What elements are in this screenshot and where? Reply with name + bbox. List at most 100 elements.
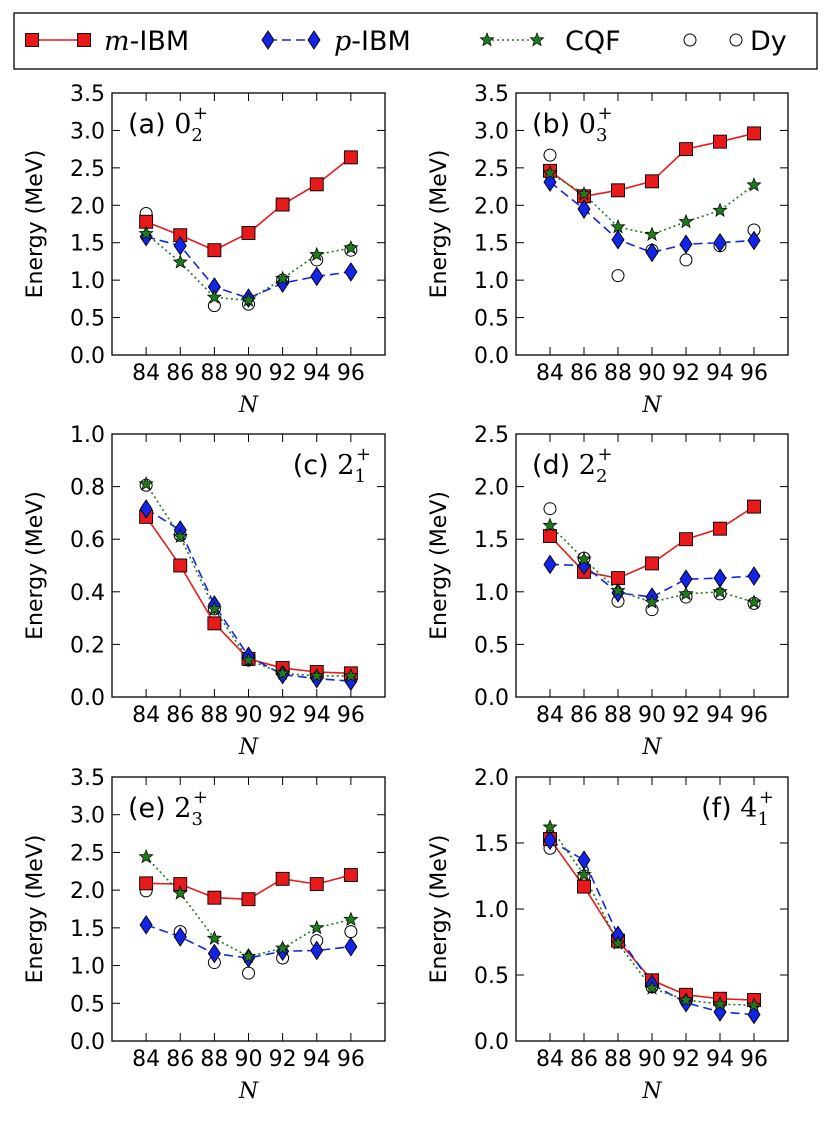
x-tick-label: 86	[166, 361, 194, 386]
x-tick-label: 86	[570, 1047, 598, 1072]
point-cqf	[309, 246, 325, 262]
point-mibm	[173, 558, 188, 573]
x-tick-label: 90	[638, 361, 666, 386]
y-tick-label: 1.5	[70, 232, 105, 257]
point-cqf	[172, 885, 188, 900]
y-tick-label: 0.2	[70, 633, 105, 658]
x-tick-label: 86	[166, 703, 194, 728]
point-cqf	[206, 600, 222, 616]
x-tick-label: 86	[166, 1047, 194, 1072]
point-cqf	[206, 930, 222, 945]
x-tick-label: 90	[638, 1047, 666, 1072]
panel-a: 0.0 0.5 1.0 1.5 2.0 2.5 3.0 3.5 84 86 88 90 92 94 96 N E…	[23, 82, 386, 418]
x-tick-label: 96	[740, 703, 768, 728]
legend-label-pibm: p-IBM	[334, 26, 411, 57]
x-axis-label: N	[641, 393, 662, 418]
x-tick-label: 94	[303, 703, 331, 728]
point-cqf	[138, 848, 154, 864]
point-cqf	[746, 177, 762, 192]
point-pibm	[747, 566, 761, 586]
y-tick-label: 0.5	[474, 307, 509, 332]
y-axis-label: Energy (MeV)	[427, 491, 452, 640]
point-pibm	[543, 830, 557, 851]
point-mibm	[645, 556, 659, 571]
panel-label: (a) 02+	[128, 103, 208, 146]
x-tick-label: 90	[235, 361, 263, 386]
y-tick-label: 1.5	[70, 917, 105, 942]
x-tick-label: 96	[740, 361, 768, 386]
point-cqf	[275, 665, 291, 680]
y-tick-label: 1.0	[474, 898, 509, 923]
x-axis-label: N	[238, 1079, 259, 1104]
x-tick-label: 96	[337, 1047, 365, 1072]
point-cqf	[240, 948, 257, 963]
y-tick-label: 2.0	[70, 194, 105, 219]
point-cqf	[746, 997, 762, 1012]
y-tick-label: 1.0	[474, 269, 509, 294]
point-cqf	[275, 940, 291, 955]
legend-marker-cqf	[529, 32, 545, 47]
x-tick-label: 84	[536, 1047, 564, 1072]
point-cqf	[240, 292, 257, 307]
x-tick-label: 84	[132, 1047, 160, 1072]
y-tick-label: 2.5	[70, 157, 105, 182]
point-cqf	[678, 992, 694, 1007]
point-dy	[543, 502, 557, 516]
panel-f: 0.0 0.5 1.0 1.5 2.0 84 86 88 90 92 94 96 N Energy (Me…	[427, 766, 789, 1104]
point-mibm	[679, 532, 693, 547]
y-tick-label: 0.5	[70, 992, 105, 1017]
point-cqf	[610, 219, 626, 234]
point-cqf	[746, 594, 762, 609]
point-mibm	[713, 521, 727, 536]
point-cqf	[576, 551, 592, 566]
x-axis-label: N	[238, 735, 259, 760]
y-tick-label: 3.0	[70, 119, 105, 144]
panel-label: (e) 23+	[128, 787, 208, 830]
x-tick-label: 92	[269, 1047, 297, 1072]
legend-marker-pibm	[261, 30, 275, 50]
x-tick-label: 88	[604, 703, 632, 728]
legend-label-mibm: m-IBM	[104, 26, 189, 57]
y-tick-label: 0.8	[70, 476, 105, 501]
point-cqf	[712, 202, 728, 217]
point-pibm	[713, 232, 727, 253]
point-cqf	[172, 528, 188, 544]
y-tick-label: 1.5	[474, 832, 509, 857]
legend-marker-dy	[683, 33, 697, 47]
point-cqf	[712, 996, 728, 1011]
y-tick-label: 2.0	[70, 879, 105, 904]
x-tick-label: 96	[337, 703, 365, 728]
legend-entry-mibm: m-IBM	[25, 26, 189, 57]
legend-marker-mibm	[25, 33, 39, 47]
x-tick-label: 88	[200, 1047, 228, 1072]
point-cqf	[644, 980, 660, 995]
point-pibm	[344, 936, 358, 957]
legend-entry-dy: Dy	[683, 26, 787, 57]
point-cqf	[343, 667, 359, 683]
point-mibm	[207, 890, 222, 905]
x-tick-label: 84	[132, 703, 160, 728]
point-dy	[207, 299, 221, 313]
y-tick-label: 0.5	[474, 633, 509, 658]
legend-marker-mibm	[77, 33, 91, 47]
y-tick-label: 0.5	[70, 307, 105, 332]
point-mibm	[577, 879, 591, 894]
point-pibm	[679, 569, 693, 589]
x-tick-label: 94	[303, 361, 331, 386]
point-cqf	[172, 254, 188, 269]
legend-label-cqf: CQF	[565, 26, 621, 57]
point-cqf	[343, 911, 359, 927]
y-tick-label: 3.0	[474, 119, 509, 144]
x-tick-label: 92	[269, 361, 297, 386]
point-mibm	[207, 616, 222, 631]
panel-label: (c) 21+	[293, 444, 371, 487]
point-mibm	[241, 892, 256, 907]
panel-label: (d) 22+	[532, 444, 613, 487]
point-cqf	[240, 652, 257, 667]
point-cqf	[542, 819, 558, 834]
y-tick-label: 2.5	[474, 423, 509, 448]
y-tick-label: 0.0	[474, 344, 509, 369]
x-tick-label: 84	[536, 703, 564, 728]
point-mibm	[343, 150, 358, 165]
